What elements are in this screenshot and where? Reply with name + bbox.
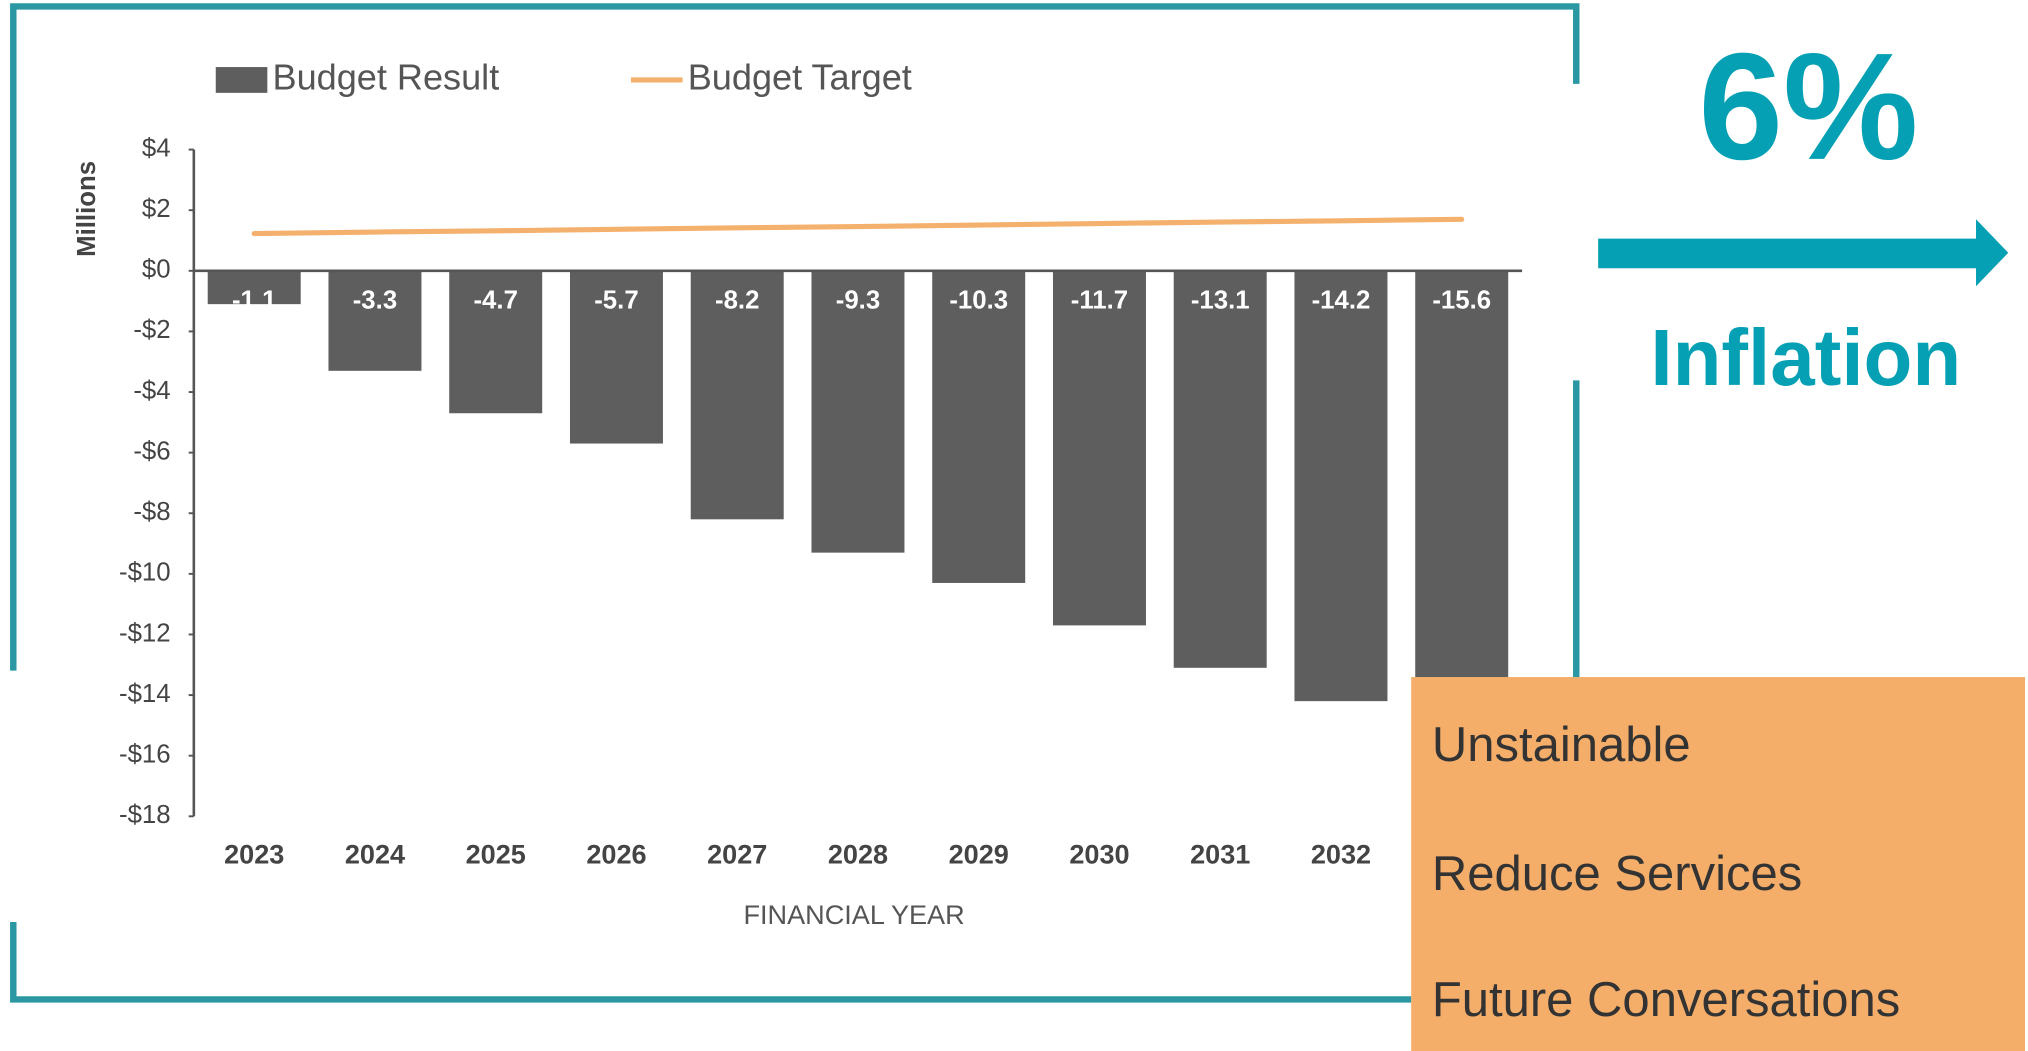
y-tick-label: -$16 [119,741,171,769]
data-label: -5.7 [594,287,638,315]
data-label: -3.3 [353,287,397,315]
bar [1173,270,1267,668]
x-tick-label: 2029 [949,838,1009,869]
x-tick-label: 2023 [224,838,284,869]
frame-top [10,3,1580,671]
note-box [1411,677,2026,1051]
x-tick-label: 2026 [586,838,646,869]
y-tick-label: $0 [142,256,171,284]
target-line [251,216,1465,237]
data-label: -9.3 [836,287,880,315]
data-label: -15.6 [1432,287,1491,315]
data-label: -1.1 [232,287,276,315]
data-label: -11.7 [1071,287,1128,315]
y-tick-label: -$8 [133,498,170,526]
bar [1052,270,1146,626]
x-tick-label: 2025 [466,838,526,869]
y-tick-label: $4 [142,134,171,162]
y-tick-label: -$6 [133,437,170,465]
y-axis-label: Millions [73,161,101,257]
bar [1415,270,1509,744]
bar [569,270,663,444]
data-label: -10.3 [949,287,1008,315]
note: Unstainable [1432,718,1691,772]
x-axis-label: FINANCIAL YEAR [743,899,964,930]
arrow [1598,219,2009,287]
legend-label: Budget Result [272,56,499,97]
headline: 6% [1698,22,1918,192]
note: Future Conversations [1432,973,1900,1027]
note: Reduce Services [1432,847,1802,901]
bar [811,270,905,553]
data-label: -13.1 [1191,287,1250,315]
y-tick-label: $2 [142,195,171,223]
data-label: -8.2 [715,287,759,315]
bar [932,270,1026,583]
bar [690,270,784,520]
legend-label: Budget Target [688,56,912,97]
data-label: -4.7 [473,287,517,315]
frame [10,3,1580,1003]
y-tick-label: -$2 [133,316,170,344]
bar [1294,270,1388,702]
y-tick-label: -$10 [119,559,171,587]
caption: Inflation [1650,313,1961,402]
x-tick-label: 2032 [1311,838,1371,869]
frame-bottom [10,922,1412,1003]
bar [207,270,301,305]
bar [328,270,422,371]
bar [449,270,543,414]
plot: $4 $2 $0 -$2 -$4 -$6 -$8 -$10 -$12 -$14 -$16 -$18 20… [119,56,1523,869]
y-tick-label: -$12 [119,619,171,647]
legend-swatch [215,67,268,93]
y-tick-label: -$14 [119,680,171,708]
x-tick-label: 2031 [1190,838,1250,869]
x-tick-label: 2024 [345,838,405,869]
y-tick-label: -$18 [119,801,171,829]
y-tick-label: -$4 [133,377,170,405]
x-tick-label: 2027 [707,838,767,869]
data-label: -14.2 [1312,287,1371,315]
x-tick-label: 2030 [1069,838,1129,869]
x-tick-label: 2028 [828,838,888,869]
